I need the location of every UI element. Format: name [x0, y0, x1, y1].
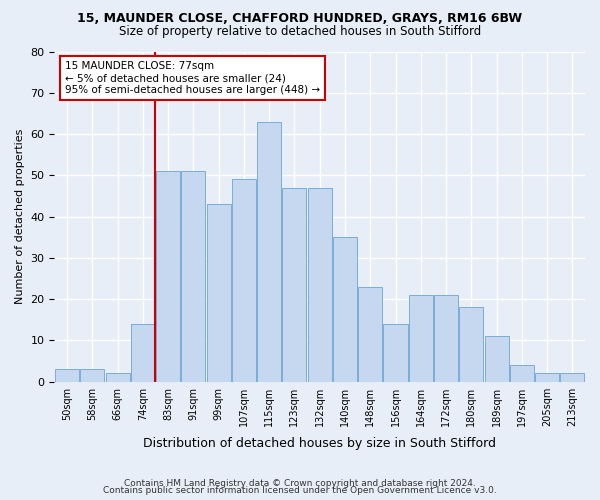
- Bar: [409, 295, 433, 382]
- Bar: [308, 188, 332, 382]
- Text: Contains public sector information licensed under the Open Government Licence v3: Contains public sector information licen…: [103, 486, 497, 495]
- Bar: [459, 308, 484, 382]
- Bar: [358, 286, 382, 382]
- Bar: [560, 374, 584, 382]
- Bar: [131, 324, 155, 382]
- Y-axis label: Number of detached properties: Number of detached properties: [15, 129, 25, 304]
- Bar: [156, 171, 180, 382]
- Bar: [383, 324, 407, 382]
- Bar: [80, 370, 104, 382]
- Bar: [535, 374, 559, 382]
- Text: 15, MAUNDER CLOSE, CHAFFORD HUNDRED, GRAYS, RM16 6BW: 15, MAUNDER CLOSE, CHAFFORD HUNDRED, GRA…: [77, 12, 523, 26]
- Bar: [434, 295, 458, 382]
- Bar: [283, 188, 307, 382]
- Bar: [485, 336, 509, 382]
- Text: 15 MAUNDER CLOSE: 77sqm
← 5% of detached houses are smaller (24)
95% of semi-det: 15 MAUNDER CLOSE: 77sqm ← 5% of detached…: [65, 62, 320, 94]
- Bar: [181, 171, 205, 382]
- Bar: [232, 180, 256, 382]
- Bar: [257, 122, 281, 382]
- Text: Contains HM Land Registry data © Crown copyright and database right 2024.: Contains HM Land Registry data © Crown c…: [124, 478, 476, 488]
- Bar: [333, 237, 357, 382]
- X-axis label: Distribution of detached houses by size in South Stifford: Distribution of detached houses by size …: [143, 437, 496, 450]
- Bar: [510, 365, 534, 382]
- Text: Size of property relative to detached houses in South Stifford: Size of property relative to detached ho…: [119, 25, 481, 38]
- Bar: [55, 370, 79, 382]
- Bar: [106, 374, 130, 382]
- Bar: [206, 204, 230, 382]
